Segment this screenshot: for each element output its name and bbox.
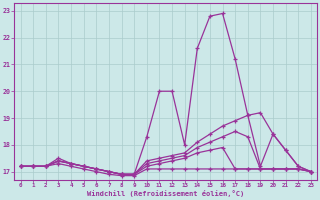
- X-axis label: Windchill (Refroidissement éolien,°C): Windchill (Refroidissement éolien,°C): [87, 190, 244, 197]
